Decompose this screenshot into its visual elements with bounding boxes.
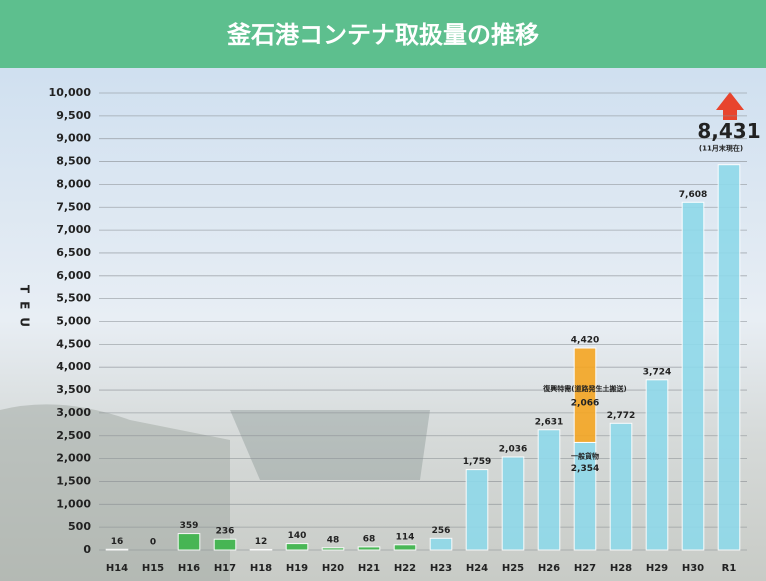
bar bbox=[502, 457, 524, 550]
bar bbox=[718, 165, 740, 550]
x-tick-label: H16 bbox=[178, 563, 200, 574]
note: (11月末現在) bbox=[699, 144, 743, 153]
x-tick-label: H23 bbox=[430, 563, 452, 574]
y-tick-label: 8,000 bbox=[56, 177, 91, 190]
bar bbox=[358, 547, 380, 550]
y-tick-label: 1,500 bbox=[56, 474, 91, 487]
bar bbox=[610, 423, 632, 550]
bar bbox=[682, 202, 704, 550]
x-tick-label: H19 bbox=[286, 563, 308, 574]
y-tick-label: 7,500 bbox=[56, 200, 91, 213]
bar bbox=[466, 470, 488, 550]
x-tick-label: H26 bbox=[538, 563, 560, 574]
value-label: 0 bbox=[150, 538, 156, 548]
y-axis-label: TEU bbox=[18, 285, 32, 335]
value-label: 2,772 bbox=[607, 411, 635, 421]
y-tick-label: 3,500 bbox=[56, 383, 91, 396]
value-label: 16 bbox=[111, 537, 124, 547]
series-label: 一般貨物 bbox=[571, 451, 599, 460]
x-tick-label: H27 bbox=[574, 563, 596, 574]
value-label: 2,036 bbox=[499, 444, 527, 454]
value-label: 7,608 bbox=[679, 190, 707, 200]
value-label: 68 bbox=[363, 534, 376, 544]
y-tick-label: 2,500 bbox=[56, 429, 91, 442]
value-label: 48 bbox=[327, 535, 340, 545]
value-label: 12 bbox=[255, 537, 268, 547]
value-label: 1,759 bbox=[463, 457, 491, 467]
x-tick-label: H28 bbox=[610, 563, 632, 574]
bar bbox=[106, 549, 128, 550]
value-label: 256 bbox=[432, 526, 451, 536]
y-tick-label: 3,000 bbox=[56, 406, 91, 419]
y-tick-label: 8,500 bbox=[56, 155, 91, 168]
value-label: 236 bbox=[216, 527, 235, 537]
y-tick-label: 7,000 bbox=[56, 223, 91, 236]
x-tick-label: H29 bbox=[646, 563, 668, 574]
chart: 釜石港コンテナ取扱量の推移 TEU 0 500 1,000 1,500 2,000 2,5… bbox=[0, 0, 766, 581]
x-tick-label: R1 bbox=[722, 563, 737, 574]
background-ship bbox=[230, 410, 430, 480]
x-tick-label: H25 bbox=[502, 563, 524, 574]
x-tick-label: H21 bbox=[358, 563, 380, 574]
bar bbox=[250, 549, 272, 550]
value-label: 2,354 bbox=[571, 464, 599, 474]
x-tick-label: H22 bbox=[394, 563, 416, 574]
y-tick-label: 10,000 bbox=[49, 86, 92, 99]
y-tick-label: 500 bbox=[68, 520, 91, 533]
x-tick-label: H20 bbox=[322, 563, 344, 574]
y-tick-label: 4,000 bbox=[56, 360, 91, 373]
y-tick-label: 4,500 bbox=[56, 337, 91, 350]
bar bbox=[574, 348, 596, 442]
value-label: 3,724 bbox=[643, 367, 671, 377]
y-tick-label: 5,500 bbox=[56, 292, 91, 305]
y-tick-label: 9,500 bbox=[56, 109, 91, 122]
bar bbox=[394, 545, 416, 550]
y-tick-label: 5,000 bbox=[56, 315, 91, 328]
y-tick-label: 2,000 bbox=[56, 452, 91, 465]
chart-title: 釜石港コンテナ取扱量の推移 bbox=[226, 21, 539, 49]
total-label: 4,420 bbox=[571, 336, 599, 346]
bar bbox=[646, 380, 668, 550]
value-label: 140 bbox=[288, 531, 307, 541]
y-tick-label: 0 bbox=[83, 543, 91, 556]
x-tick-label: H15 bbox=[142, 563, 164, 574]
value-label: 114 bbox=[396, 532, 415, 542]
x-tick-label: H17 bbox=[214, 563, 236, 574]
bar bbox=[322, 548, 344, 550]
y-tick-label: 9,000 bbox=[56, 132, 91, 145]
bar bbox=[178, 534, 200, 550]
x-tick-label: H30 bbox=[682, 563, 704, 574]
x-tick-label: H14 bbox=[106, 563, 128, 574]
x-tick-label: H24 bbox=[466, 563, 488, 574]
y-tick-label: 6,000 bbox=[56, 269, 91, 282]
x-tick-label: H18 bbox=[250, 563, 272, 574]
value-label: 8,431 bbox=[697, 119, 760, 143]
bar bbox=[538, 430, 560, 550]
y-tick-label: 6,500 bbox=[56, 246, 91, 259]
bar bbox=[430, 538, 452, 550]
series-label: 復興特需(道路発生土搬送) bbox=[542, 384, 626, 393]
value-label: 359 bbox=[180, 521, 199, 531]
bar bbox=[214, 539, 236, 550]
bar bbox=[286, 544, 308, 550]
value-label: 2,631 bbox=[535, 417, 563, 427]
value-label: 2,066 bbox=[571, 399, 599, 409]
y-tick-label: 1,000 bbox=[56, 497, 91, 510]
